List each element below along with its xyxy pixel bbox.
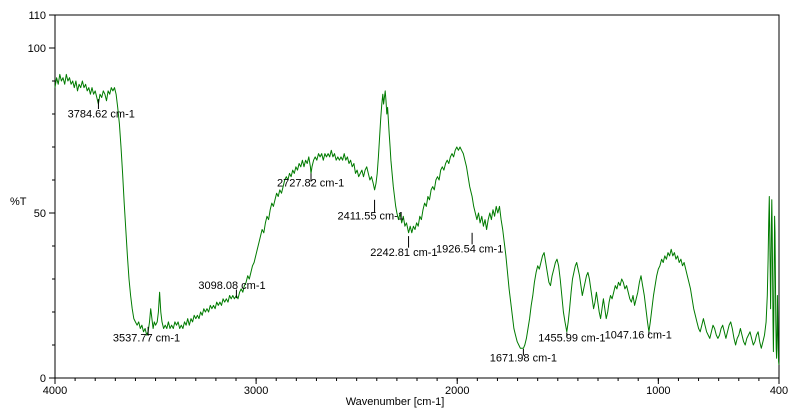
peak-label: 3098.08 cm-1	[198, 280, 265, 292]
x-tick-label: 3000	[244, 385, 268, 397]
x-tick-label: 400	[770, 385, 788, 397]
peak-label: 3784.62 cm-1	[68, 108, 135, 120]
peak-label: 1926.54 cm-1	[436, 244, 503, 256]
x-tick-label: 1000	[646, 385, 670, 397]
y-tick-label: 50	[34, 208, 46, 220]
peak-label: 2242.81 cm-1	[370, 247, 437, 259]
x-tick-label: 4000	[43, 385, 67, 397]
x-tick-label: 2000	[445, 385, 469, 397]
peak-label: 1671.98 cm-1	[490, 353, 557, 365]
peak-label: 2727.82 cm-1	[277, 178, 344, 190]
y-tick-label: 100	[28, 43, 46, 55]
peak-label: 3537.77 cm-1	[113, 333, 180, 345]
peak-label: 1047.16 cm-1	[605, 329, 672, 341]
y-tick-label: 0	[40, 373, 46, 385]
spectrum-line	[54, 73, 780, 365]
peak-label: 1455.99 cm-1	[538, 333, 605, 345]
y-tick-label: 110	[28, 10, 46, 22]
y-axis-title: %T	[10, 196, 27, 208]
plot-border	[54, 14, 780, 379]
peak-label: 2411.55 cm-1	[338, 211, 404, 223]
x-axis-title: Wavenumber [cm-1]	[346, 396, 445, 408]
